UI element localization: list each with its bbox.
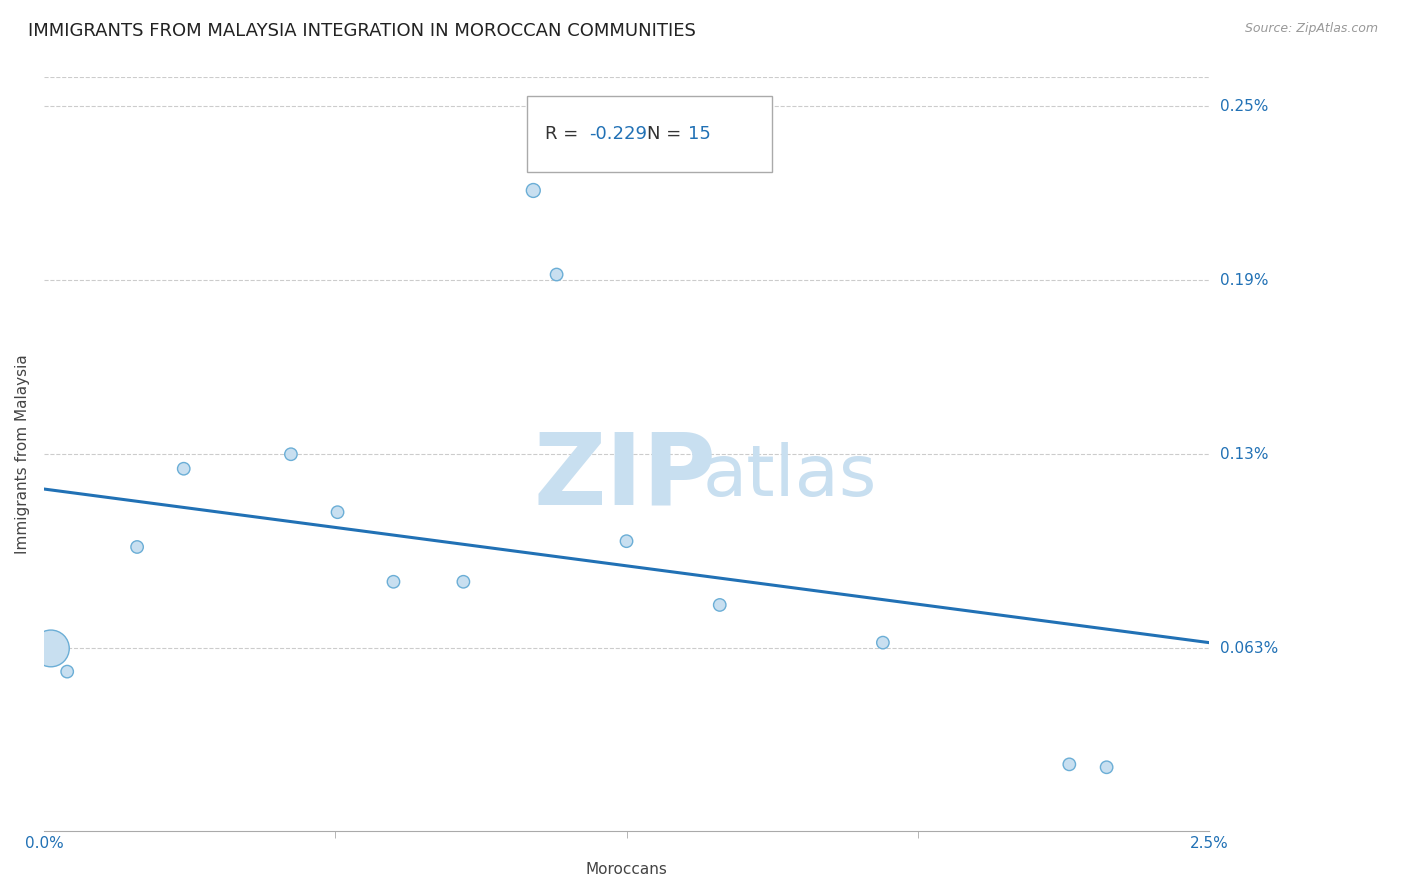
Text: N =: N = [648,125,688,143]
Point [709,598,731,612]
Point [280,447,302,461]
FancyBboxPatch shape [527,96,772,171]
X-axis label: Moroccans: Moroccans [585,862,668,877]
Text: R =: R = [546,125,583,143]
Y-axis label: Immigrants from Malaysia: Immigrants from Malaysia [15,354,30,554]
Point [127,540,149,554]
Point [522,184,544,198]
Text: 0.19%: 0.19% [1220,273,1268,288]
Text: Source: ZipAtlas.com: Source: ZipAtlas.com [1244,22,1378,36]
Text: ZIP: ZIP [533,428,716,525]
Point [1059,757,1081,772]
Text: 0.25%: 0.25% [1220,99,1268,114]
Text: 0.13%: 0.13% [1220,447,1268,462]
Point [546,268,568,282]
Point [173,461,195,475]
Text: 15: 15 [689,125,711,143]
Point [872,635,894,649]
Text: IMMIGRANTS FROM MALAYSIA INTEGRATION IN MOROCCAN COMMUNITIES: IMMIGRANTS FROM MALAYSIA INTEGRATION IN … [28,22,696,40]
Point [1095,760,1118,774]
Text: 0.063%: 0.063% [1220,641,1278,656]
Text: -0.229: -0.229 [589,125,647,143]
Point [39,641,62,656]
Text: atlas: atlas [702,442,877,511]
Point [56,665,79,679]
Point [453,574,475,589]
Point [382,574,405,589]
Point [616,534,638,549]
Point [326,505,349,519]
